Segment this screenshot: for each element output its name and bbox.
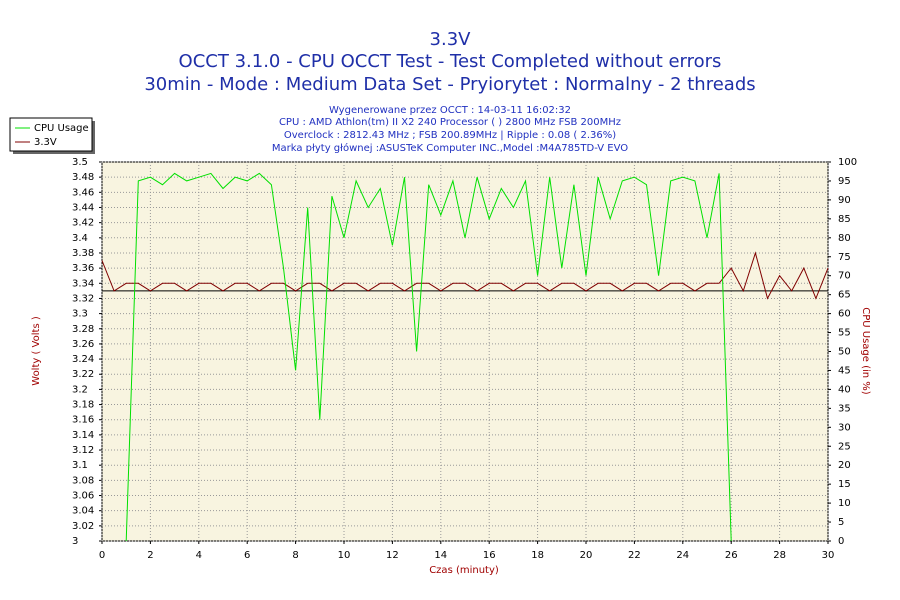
y-tick-label: 3.38 [72, 248, 94, 259]
y2-tick-label: 90 [838, 195, 851, 206]
plot-area [101, 161, 829, 542]
y-tick-label: 3 [72, 536, 78, 547]
x-tick-label: 22 [628, 550, 641, 561]
y-tick-label: 3.16 [72, 415, 94, 426]
x-tick-label: 12 [386, 550, 399, 561]
y-tick-label: 3.14 [72, 430, 94, 441]
y2-tick-label: 45 [838, 365, 851, 376]
x-tick-label: 8 [292, 550, 298, 561]
x-tick-label: 24 [676, 550, 689, 561]
y2-tick-label: 60 [838, 309, 851, 320]
y-tick-label: 3.32 [72, 293, 94, 304]
x-tick-label: 10 [338, 550, 351, 561]
y2-tick-label: 20 [838, 460, 851, 471]
y-tick-label: 3.26 [72, 339, 94, 350]
y-tick-label: 3.02 [72, 521, 94, 532]
info: CPU : AMD Athlon(tm) II X2 240 Processor… [279, 117, 621, 128]
y-tick-label: 3.06 [72, 491, 94, 502]
x-tick-label: 30 [822, 550, 835, 561]
chart-title: 3.3V [430, 29, 472, 50]
y-tick-label: 3.22 [72, 369, 94, 380]
legend-label: CPU Usage [34, 123, 89, 134]
y-tick-label: 3.36 [72, 263, 94, 274]
x-tick-label: 20 [580, 550, 593, 561]
y-tick-label: 3.44 [72, 202, 94, 213]
x-tick-label: 0 [99, 550, 105, 561]
y2-tick-label: 50 [838, 347, 851, 358]
y-tick-label: 3.2 [72, 384, 88, 395]
y-tick-label: 3.18 [72, 400, 94, 411]
y-tick-label: 3.12 [72, 445, 94, 456]
y-tick-label: 3.4 [72, 233, 88, 244]
y2-tick-label: 25 [838, 441, 851, 452]
info: Overclock : 2812.43 MHz ; FSB 200.89MHz … [284, 130, 616, 141]
y-tick-label: 3.04 [72, 506, 94, 517]
series-line [125, 172, 732, 542]
y2-tick-label: 0 [838, 536, 844, 547]
y-tick-label: 3.08 [72, 475, 94, 486]
x-tick-label: 26 [725, 550, 738, 561]
y-tick-label: 3.48 [72, 172, 94, 183]
y-tick-label: 3.28 [72, 324, 94, 335]
x-axis-label: Czas (minuty) [429, 565, 499, 576]
x-tick-label: 6 [244, 550, 250, 561]
y-tick-label: 3.46 [72, 187, 94, 198]
y-tick-label: 3.5 [72, 157, 88, 168]
y2-tick-label: 85 [838, 214, 851, 225]
y2-tick-label: 100 [838, 157, 857, 168]
legend [9, 117, 93, 152]
y2-tick-label: 70 [838, 271, 851, 282]
y2-tick-label: 10 [838, 498, 851, 509]
y2-tick-label: 40 [838, 384, 851, 395]
y2-tick-label: 55 [838, 328, 851, 339]
y-tick-label: 3.24 [72, 354, 94, 365]
x-tick-label: 14 [434, 550, 447, 561]
info: Wygenerowane przez OCCT : 14-03-11 16:02… [329, 105, 571, 116]
y2-tick-label: 15 [838, 479, 851, 490]
y2-tick-label: 95 [838, 176, 851, 187]
series-line [101, 251, 829, 300]
subtitle: 30min - Mode : Medium Data Set - Pryiory… [144, 74, 755, 95]
y-tick-label: 3.42 [72, 218, 94, 229]
subtitle: OCCT 3.1.0 - CPU OCCT Test - Test Comple… [179, 51, 722, 72]
y2-axis-label: CPU Usage (in %) [860, 307, 871, 395]
y-tick-label: 3.34 [72, 278, 94, 289]
y2-tick-label: 75 [838, 252, 851, 263]
y2-tick-label: 30 [838, 422, 851, 433]
x-tick-label: 18 [531, 550, 544, 561]
x-tick-label: 4 [196, 550, 202, 561]
y2-tick-label: 65 [838, 290, 851, 301]
y2-tick-label: 5 [838, 517, 844, 528]
x-tick-label: 16 [483, 550, 496, 561]
x-tick-label: 2 [147, 550, 153, 561]
legend-label: 3.3V [34, 137, 57, 148]
y2-tick-label: 80 [838, 233, 851, 244]
y-axis-label: Wolty ( Volts ) [31, 316, 42, 386]
y2-tick-label: 35 [838, 403, 851, 414]
info: Marka płyty głównej :ASUSTeK Computer IN… [272, 142, 628, 154]
x-tick-label: 28 [773, 550, 786, 561]
y-tick-label: 3.3 [72, 309, 88, 320]
y-tick-label: 3.1 [72, 460, 88, 471]
